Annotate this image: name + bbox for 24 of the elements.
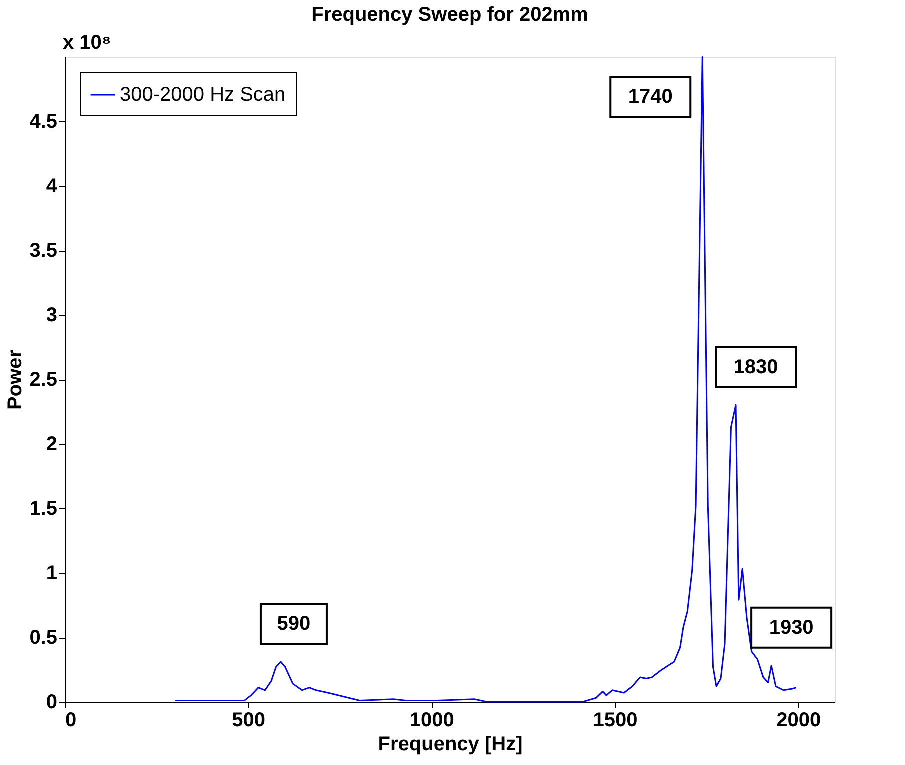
y-tick-label: 4.5 — [30, 111, 58, 133]
y-tick-label: 4 — [46, 176, 58, 198]
annotation: 1830 — [734, 356, 778, 378]
chart-title: Frequency Sweep for 202mm — [312, 4, 588, 26]
x-tick-label: 0 — [66, 710, 77, 732]
annotation: 1930 — [769, 616, 814, 639]
y-tick-label: 0.5 — [30, 627, 58, 649]
y-axis-title: Power — [4, 350, 27, 410]
x-tick-label: 1500 — [593, 710, 638, 732]
x-tick-label: 1000 — [410, 710, 454, 732]
annotation: 590 — [277, 613, 311, 636]
y-tick-label: 2.5 — [30, 369, 58, 391]
x-tick-label: 500 — [232, 710, 266, 732]
y-tick-label: 0 — [46, 692, 58, 714]
y-tick-label: 1.5 — [30, 498, 58, 520]
text: x 10⁸ — [63, 32, 112, 54]
x-tick-label: 2000 — [776, 710, 822, 732]
y-tick-label: 3.5 — [30, 240, 58, 262]
x-axis-title: Frequency [Hz] — [378, 734, 523, 756]
y-tick-label: 2 — [46, 434, 58, 456]
annotation: 1740 — [628, 86, 673, 108]
legend-label: 300-2000 Hz Scan — [120, 84, 286, 106]
y-tick-label: 1 — [46, 562, 58, 584]
y-tick-label: 3 — [46, 304, 58, 326]
